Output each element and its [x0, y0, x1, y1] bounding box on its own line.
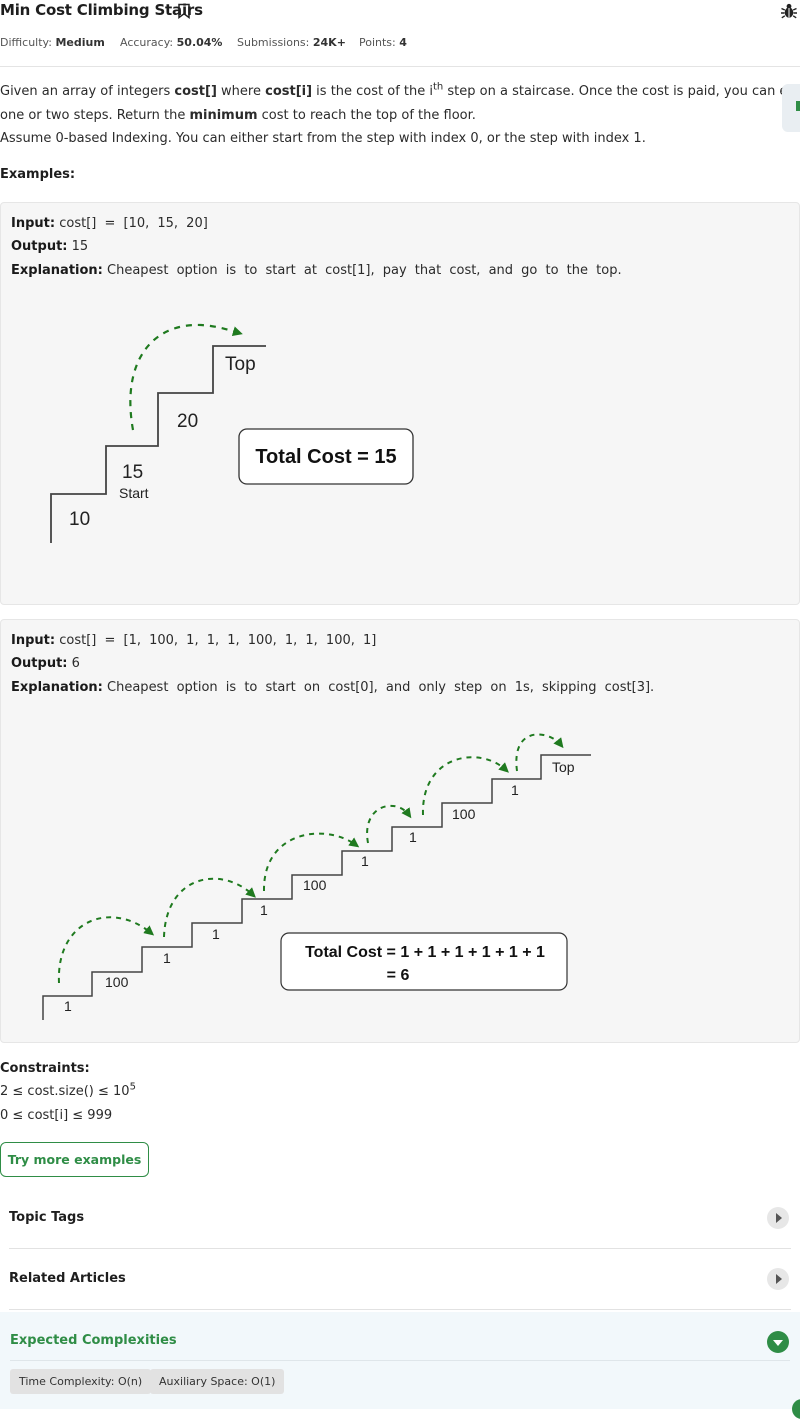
jump-arrow — [129, 323, 243, 431]
side-panel-tab[interactable] — [782, 84, 800, 132]
step-label: 1 — [409, 829, 417, 845]
space-complexity-chip: Auxiliary Space: O(1) — [150, 1369, 285, 1394]
bookmark-icon[interactable] — [177, 3, 191, 19]
header: Min Cost Climbing Stairs — [0, 0, 800, 24]
constraint-2: 0 ≤ cost[i] ≤ 999 — [0, 1108, 113, 1123]
chevron-right-icon[interactable] — [767, 1268, 789, 1290]
top-label: Top — [552, 759, 575, 775]
header-divider — [0, 66, 800, 67]
accordion-divider — [10, 1360, 790, 1361]
example-2-output: Output: 6 — [11, 656, 80, 671]
total-cost-box — [280, 932, 568, 991]
points: Points: 4 — [359, 36, 407, 49]
accordion-label: Expected Complexities — [10, 1333, 177, 1348]
total-cost-line-2: = 6 — [387, 967, 410, 984]
example-2-figure: 1 100 1 1 1 100 1 1 100 1 Top Total Cost… — [42, 733, 591, 1020]
jump-arrow — [515, 733, 564, 772]
step-label: 1 — [163, 950, 171, 966]
example-1-figure: 10 15 Start 20 Top Total Cost = 15 — [50, 323, 414, 543]
problem-title: Min Cost Climbing Stairs — [0, 1, 203, 19]
staircase-line — [42, 754, 591, 1020]
accordion-topic-tags[interactable]: Topic Tags — [9, 1188, 791, 1249]
description-line-2: one or two steps. Return the minimum cos… — [0, 107, 476, 123]
bug-icon[interactable] — [780, 2, 798, 20]
try-more-examples-button[interactable]: Try more examples — [0, 1142, 149, 1177]
example-2-explanation: Explanation: Cheapest option is to start… — [11, 680, 655, 695]
top-label: Top — [225, 354, 256, 375]
chevron-down-icon[interactable] — [767, 1331, 789, 1353]
accordion-related-articles[interactable]: Related Articles — [9, 1249, 791, 1310]
chevron-right-icon[interactable] — [767, 1207, 789, 1229]
example-1-output: Output: 15 — [11, 239, 89, 254]
accordion-label: Topic Tags — [9, 1210, 85, 1225]
step-label: 1 — [212, 926, 220, 942]
step-label: 20 — [177, 411, 198, 432]
jump-arrow — [163, 877, 256, 938]
examples-heading: Examples: — [0, 167, 76, 182]
submissions: Submissions: 24K+ — [237, 36, 346, 49]
example-2: Input: cost[] = [1, 100, 1, 1, 1, 100, 1… — [0, 619, 800, 1043]
example-1-explanation: Explanation: Cheapest option is to start… — [11, 263, 622, 278]
example-1: Input: cost[] = [10, 15, 20] Output: 15 … — [0, 202, 800, 605]
difficulty: Difficulty: Medium — [0, 36, 105, 49]
accuracy: Accuracy: 50.04% — [120, 36, 223, 49]
step-label: 100 — [303, 877, 327, 893]
step-label: 1 — [64, 998, 72, 1014]
accordion-label: Related Articles — [9, 1271, 126, 1286]
constraint-1: 2 ≤ cost.size() ≤ 105 — [0, 1081, 136, 1099]
problem-description: Given an array of integers cost[] where … — [0, 80, 790, 151]
floating-action-button[interactable] — [792, 1399, 800, 1419]
start-label: Start — [119, 485, 149, 501]
example-1-input: Input: cost[] = [10, 15, 20] — [11, 216, 208, 231]
jump-arrow — [57, 916, 155, 984]
step-label: 15 — [122, 462, 143, 483]
step-label: 1 — [260, 902, 268, 918]
total-cost-box — [238, 428, 414, 485]
step-label: 10 — [69, 509, 90, 530]
description-line-3: Assume 0-based Indexing. You can either … — [0, 131, 646, 146]
total-cost-line-1: Total Cost = 1 + 1 + 1 + 1 + 1 + 1 — [305, 944, 545, 961]
step-label: 100 — [105, 974, 129, 990]
step-label: 100 — [452, 806, 476, 822]
step-label: 1 — [361, 853, 369, 869]
accordion-expected-complexities[interactable]: Expected Complexities — [0, 1312, 800, 1409]
time-complexity-chip: Time Complexity: O(n) — [10, 1369, 152, 1394]
constraints-heading: Constraints: — [0, 1061, 90, 1076]
staircase-line — [50, 345, 266, 543]
step-label: 1 — [511, 782, 519, 798]
jump-arrow — [366, 804, 412, 844]
description-line-1: Given an array of integers cost[] where … — [0, 81, 790, 99]
total-cost-label: Total Cost = 15 — [255, 446, 396, 468]
example-2-input: Input: cost[] = [1, 100, 1, 1, 1, 100, 1… — [11, 633, 377, 648]
